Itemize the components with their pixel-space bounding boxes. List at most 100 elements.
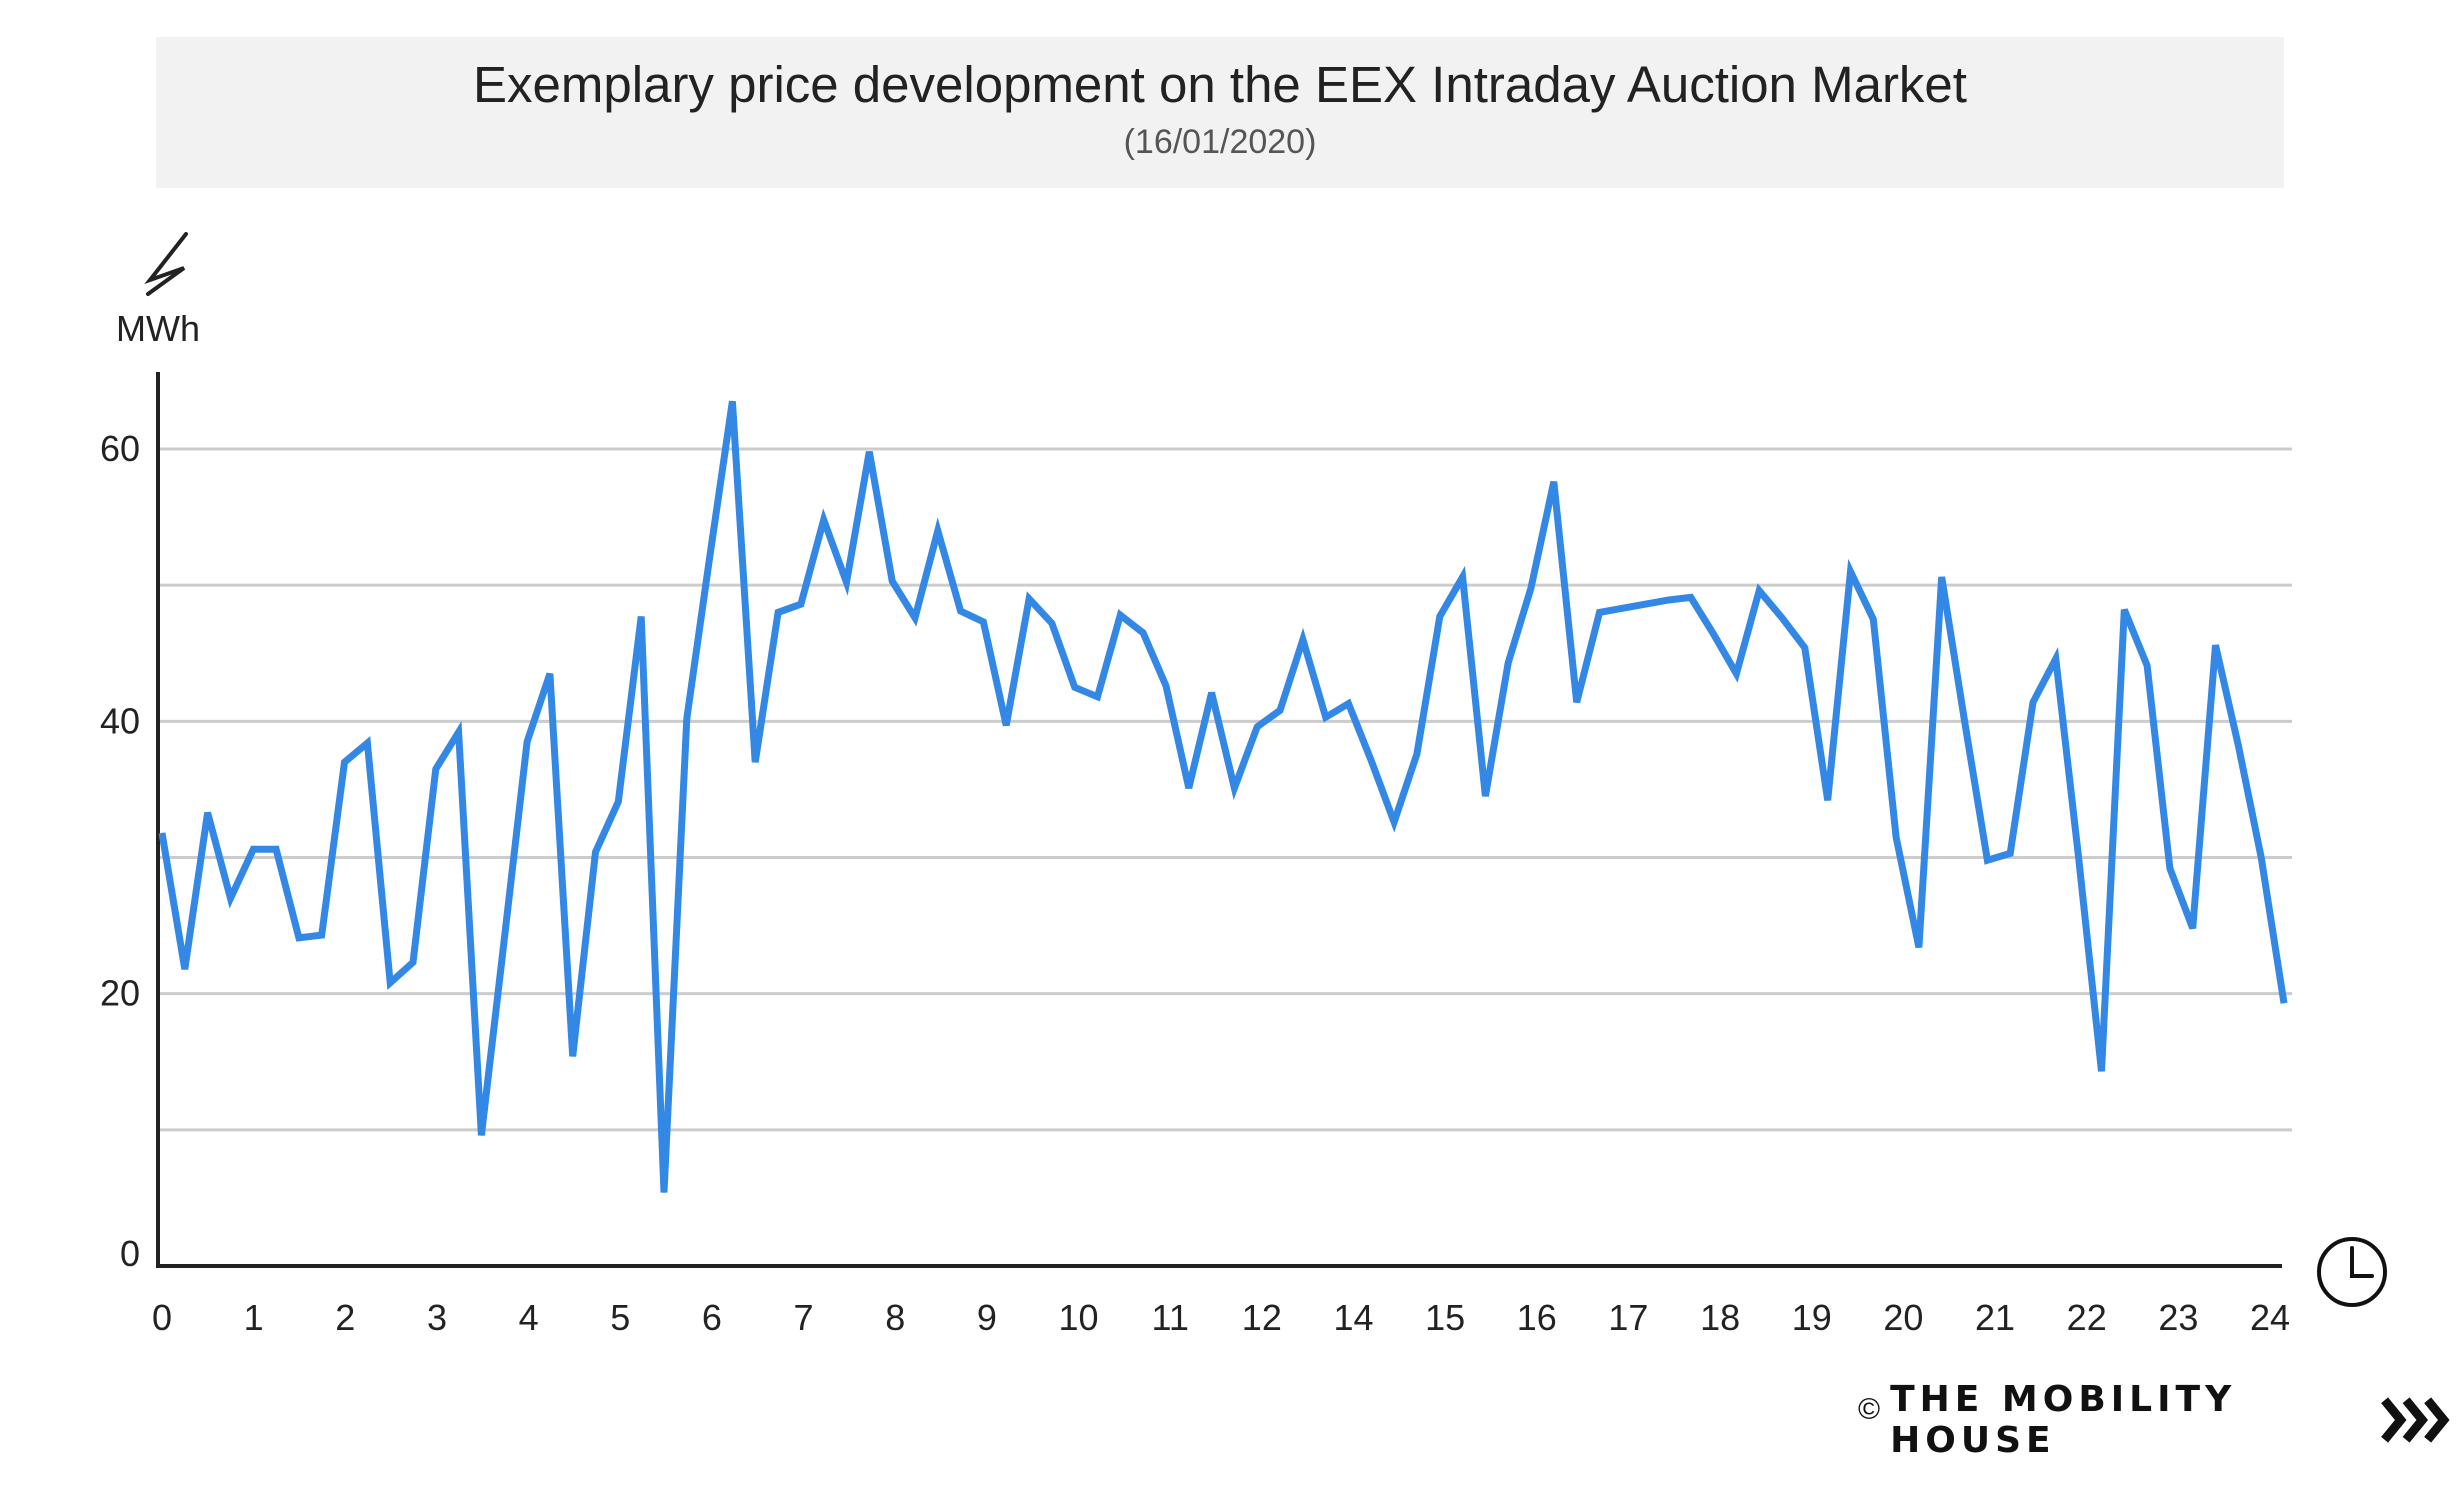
x-tick-label: 14 bbox=[1333, 1297, 1373, 1338]
data-point bbox=[1667, 599, 1669, 601]
data-point bbox=[252, 848, 254, 850]
data-point bbox=[686, 718, 688, 720]
data-point bbox=[412, 961, 414, 963]
x-tick-labels: 0 1 2 3 4 5 6 7 8 9 10 11 12 14 15 16 17 18 19 20 21 22 23 24 bbox=[152, 1297, 2290, 1338]
data-point bbox=[2123, 609, 2125, 611]
data-point bbox=[1142, 632, 1144, 634]
data-point bbox=[937, 530, 939, 532]
data-point bbox=[2009, 852, 2011, 854]
data-point bbox=[982, 621, 984, 623]
brand-footer: © THE MOBILITY HOUSE bbox=[1858, 1379, 2456, 1461]
x-tick-label: 20 bbox=[1883, 1297, 1923, 1338]
data-point bbox=[1233, 787, 1235, 789]
data-point bbox=[161, 832, 163, 834]
data-point bbox=[1690, 596, 1692, 598]
data-point bbox=[184, 968, 186, 970]
data-point bbox=[1393, 821, 1395, 823]
data-point bbox=[1553, 481, 1555, 483]
x-tick-label: 12 bbox=[1242, 1297, 1282, 1338]
x-tick-label: 24 bbox=[2250, 1297, 2290, 1338]
data-point bbox=[1188, 787, 1190, 789]
x-tick-label: 7 bbox=[794, 1297, 814, 1338]
data-point bbox=[595, 851, 596, 853]
x-tick-label: 10 bbox=[1058, 1297, 1098, 1338]
data-point bbox=[1895, 836, 1897, 838]
data-point bbox=[1781, 617, 1783, 619]
data-point bbox=[298, 937, 300, 939]
data-point bbox=[640, 616, 642, 617]
data-point bbox=[275, 848, 277, 850]
data-point bbox=[2237, 745, 2239, 747]
data-point bbox=[1051, 622, 1053, 624]
x-tick-label: 5 bbox=[610, 1297, 630, 1338]
data-point bbox=[1028, 598, 1030, 600]
series-line bbox=[158, 400, 2288, 1193]
data-point bbox=[321, 934, 323, 936]
x-tick-label: 4 bbox=[519, 1297, 539, 1338]
data-point bbox=[549, 673, 551, 675]
copyright-symbol: © bbox=[1858, 1393, 1881, 1426]
data-point bbox=[1097, 696, 1098, 698]
data-point bbox=[868, 451, 870, 453]
data-point bbox=[1713, 633, 1715, 635]
data-point bbox=[1964, 720, 1966, 722]
data-point bbox=[2146, 665, 2148, 666]
data-point bbox=[1918, 946, 1920, 948]
data-point bbox=[1986, 859, 1988, 861]
data-point bbox=[1119, 614, 1121, 616]
data-point bbox=[709, 557, 711, 559]
x-tick-label: 18 bbox=[1700, 1297, 1740, 1338]
data-point bbox=[480, 1134, 482, 1136]
data-point bbox=[2260, 857, 2262, 858]
data-point bbox=[2032, 701, 2034, 703]
data-point bbox=[2101, 1070, 2102, 1072]
x-tick-label: 15 bbox=[1425, 1297, 1465, 1338]
data-point bbox=[572, 1055, 574, 1057]
data-point bbox=[1370, 760, 1372, 762]
data-point bbox=[891, 580, 893, 582]
data-point bbox=[2215, 644, 2216, 646]
data-point bbox=[1256, 726, 1258, 728]
chart-header: Exemplary price development on the EEX I… bbox=[156, 37, 2284, 188]
data-point bbox=[207, 812, 209, 814]
data-point bbox=[1850, 571, 1851, 572]
data-point bbox=[389, 982, 391, 984]
x-tick-label: 21 bbox=[1975, 1297, 2015, 1338]
y-tick-labels: 0 20 40 60 bbox=[100, 428, 140, 1274]
data-point bbox=[960, 610, 962, 612]
data-point bbox=[503, 938, 505, 940]
data-point bbox=[1804, 647, 1806, 649]
y-tick-label: 20 bbox=[100, 973, 140, 1014]
y-axis-label: MWh bbox=[116, 308, 200, 349]
brand-name: THE MOBILITY HOUSE bbox=[1890, 1379, 2237, 1461]
x-tick-label: 22 bbox=[2067, 1297, 2107, 1338]
gridlines bbox=[160, 447, 2292, 1132]
data-point bbox=[1416, 753, 1418, 755]
chart-title: Exemplary price development on the EEX I… bbox=[473, 56, 1967, 113]
y-tick-label: 60 bbox=[100, 428, 140, 469]
data-point bbox=[1758, 590, 1760, 592]
x-tick-label: 9 bbox=[977, 1297, 997, 1338]
chevrons-right-icon bbox=[2380, 1397, 2450, 1443]
data-point bbox=[1165, 685, 1167, 687]
data-point bbox=[663, 1192, 665, 1193]
data-point bbox=[366, 742, 368, 744]
x-tick-label: 2 bbox=[335, 1297, 355, 1338]
x-tick-label: 3 bbox=[427, 1297, 447, 1338]
data-point bbox=[2055, 658, 2057, 660]
x-tick-label: 23 bbox=[2158, 1297, 2198, 1338]
x-tick-label: 17 bbox=[1608, 1297, 1648, 1338]
series-group bbox=[158, 400, 2288, 1193]
data-point bbox=[617, 801, 619, 803]
clock-icon bbox=[2317, 1237, 2387, 1307]
data-point bbox=[1599, 611, 1600, 613]
data-point bbox=[731, 400, 733, 402]
data-point bbox=[458, 731, 460, 733]
data-point bbox=[2169, 867, 2171, 869]
data-point bbox=[1211, 692, 1213, 694]
data-point bbox=[1576, 701, 1578, 703]
data-point bbox=[1872, 618, 1874, 620]
data-point bbox=[1462, 576, 1464, 578]
x-tick-label: 8 bbox=[885, 1297, 905, 1338]
